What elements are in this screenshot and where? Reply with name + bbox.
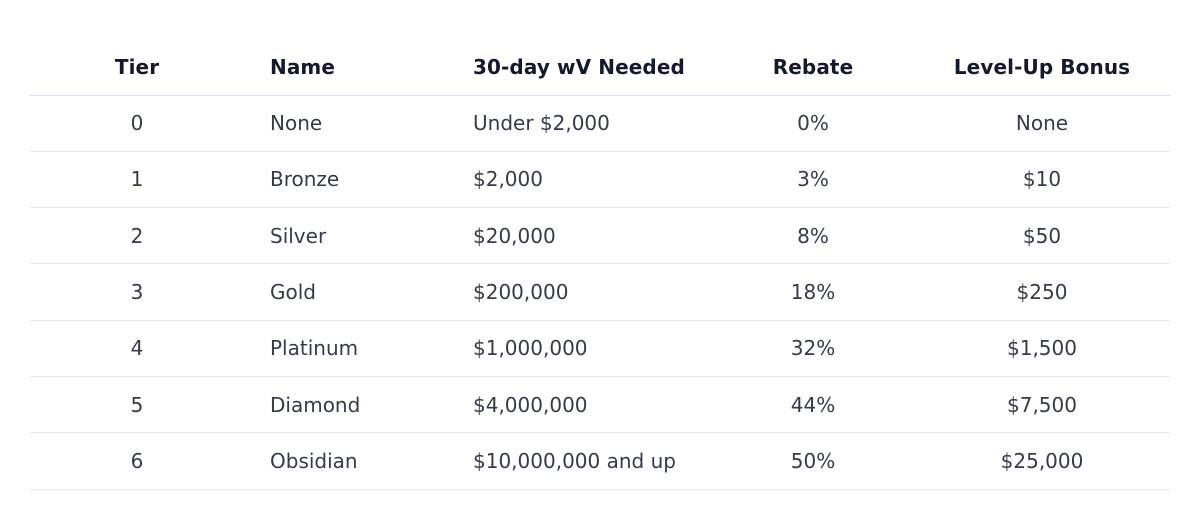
cell-bonus: $7,500	[1007, 392, 1077, 417]
cell-name: None	[270, 111, 323, 136]
table-row: 4 Platinum $1,000,000 32% $1,500	[29, 320, 1171, 377]
cell-bonus: $250	[1016, 280, 1068, 305]
cell-tier: 2	[130, 223, 144, 248]
header-volume: 30-day wV Needed	[473, 55, 685, 80]
cell-bonus: $10	[1022, 167, 1062, 192]
cell-rebate: 8%	[797, 223, 829, 248]
cell-volume: $2,000	[473, 167, 543, 192]
table-row: 2 Silver $20,000 8% $50	[29, 208, 1171, 264]
table-row: 6 Obsidian $10,000,000 and up 50% $25,00…	[29, 433, 1171, 490]
cell-bonus: $25,000	[1000, 448, 1084, 473]
header-row: Tier Name 30-day wV Needed Rebate Level-…	[29, 40, 1171, 95]
cell-rebate: 50%	[790, 448, 836, 473]
cell-bonus: $50	[1022, 223, 1062, 248]
cell-tier: 1	[130, 167, 144, 192]
cell-rebate: 3%	[797, 167, 829, 192]
table-row: 3 Gold $200,000 18% $250	[29, 264, 1171, 321]
table-body: 0 None Under $2,000 0% None 1 Bronze $2,…	[29, 95, 1171, 490]
table-row: 1 Bronze $2,000 3% $10	[29, 151, 1171, 208]
header-name: Name	[270, 55, 336, 80]
cell-volume: $4,000,000	[473, 392, 588, 417]
cell-name: Gold	[270, 280, 316, 305]
cell-volume: $1,000,000	[473, 336, 588, 361]
cell-rebate: 0%	[797, 111, 829, 136]
header-rebate: Rebate	[772, 55, 854, 80]
cell-bonus: $1,500	[1007, 336, 1077, 361]
cell-name: Platinum	[270, 336, 359, 361]
table-row: 0 None Under $2,000 0% None	[29, 95, 1171, 152]
cell-name: Obsidian	[270, 448, 358, 473]
cell-name: Diamond	[270, 392, 361, 417]
cell-tier: 4	[130, 336, 144, 361]
cell-tier: 0	[130, 111, 144, 136]
table-row: 5 Diamond $4,000,000 44% $7,500	[29, 376, 1171, 433]
cell-tier: 6	[130, 448, 144, 473]
tier-table: Tier Name 30-day wV Needed Rebate Level-…	[29, 40, 1171, 490]
cell-rebate: 32%	[790, 336, 836, 361]
cell-tier: 5	[130, 392, 144, 417]
cell-bonus: None	[1015, 111, 1069, 136]
header-tier: Tier	[114, 55, 160, 80]
table-header: Tier Name 30-day wV Needed Rebate Level-…	[29, 40, 1171, 95]
cell-volume: $20,000	[473, 223, 556, 248]
cell-name: Silver	[270, 223, 327, 248]
header-bonus: Level-Up Bonus	[953, 55, 1131, 80]
cell-rebate: 18%	[790, 280, 836, 305]
cell-volume: $200,000	[473, 280, 569, 305]
cell-rebate: 44%	[790, 392, 836, 417]
cell-volume: $10,000,000 and up	[473, 448, 676, 473]
cell-tier: 3	[130, 280, 144, 305]
cell-name: Bronze	[270, 167, 340, 192]
cell-volume: Under $2,000	[473, 111, 610, 136]
